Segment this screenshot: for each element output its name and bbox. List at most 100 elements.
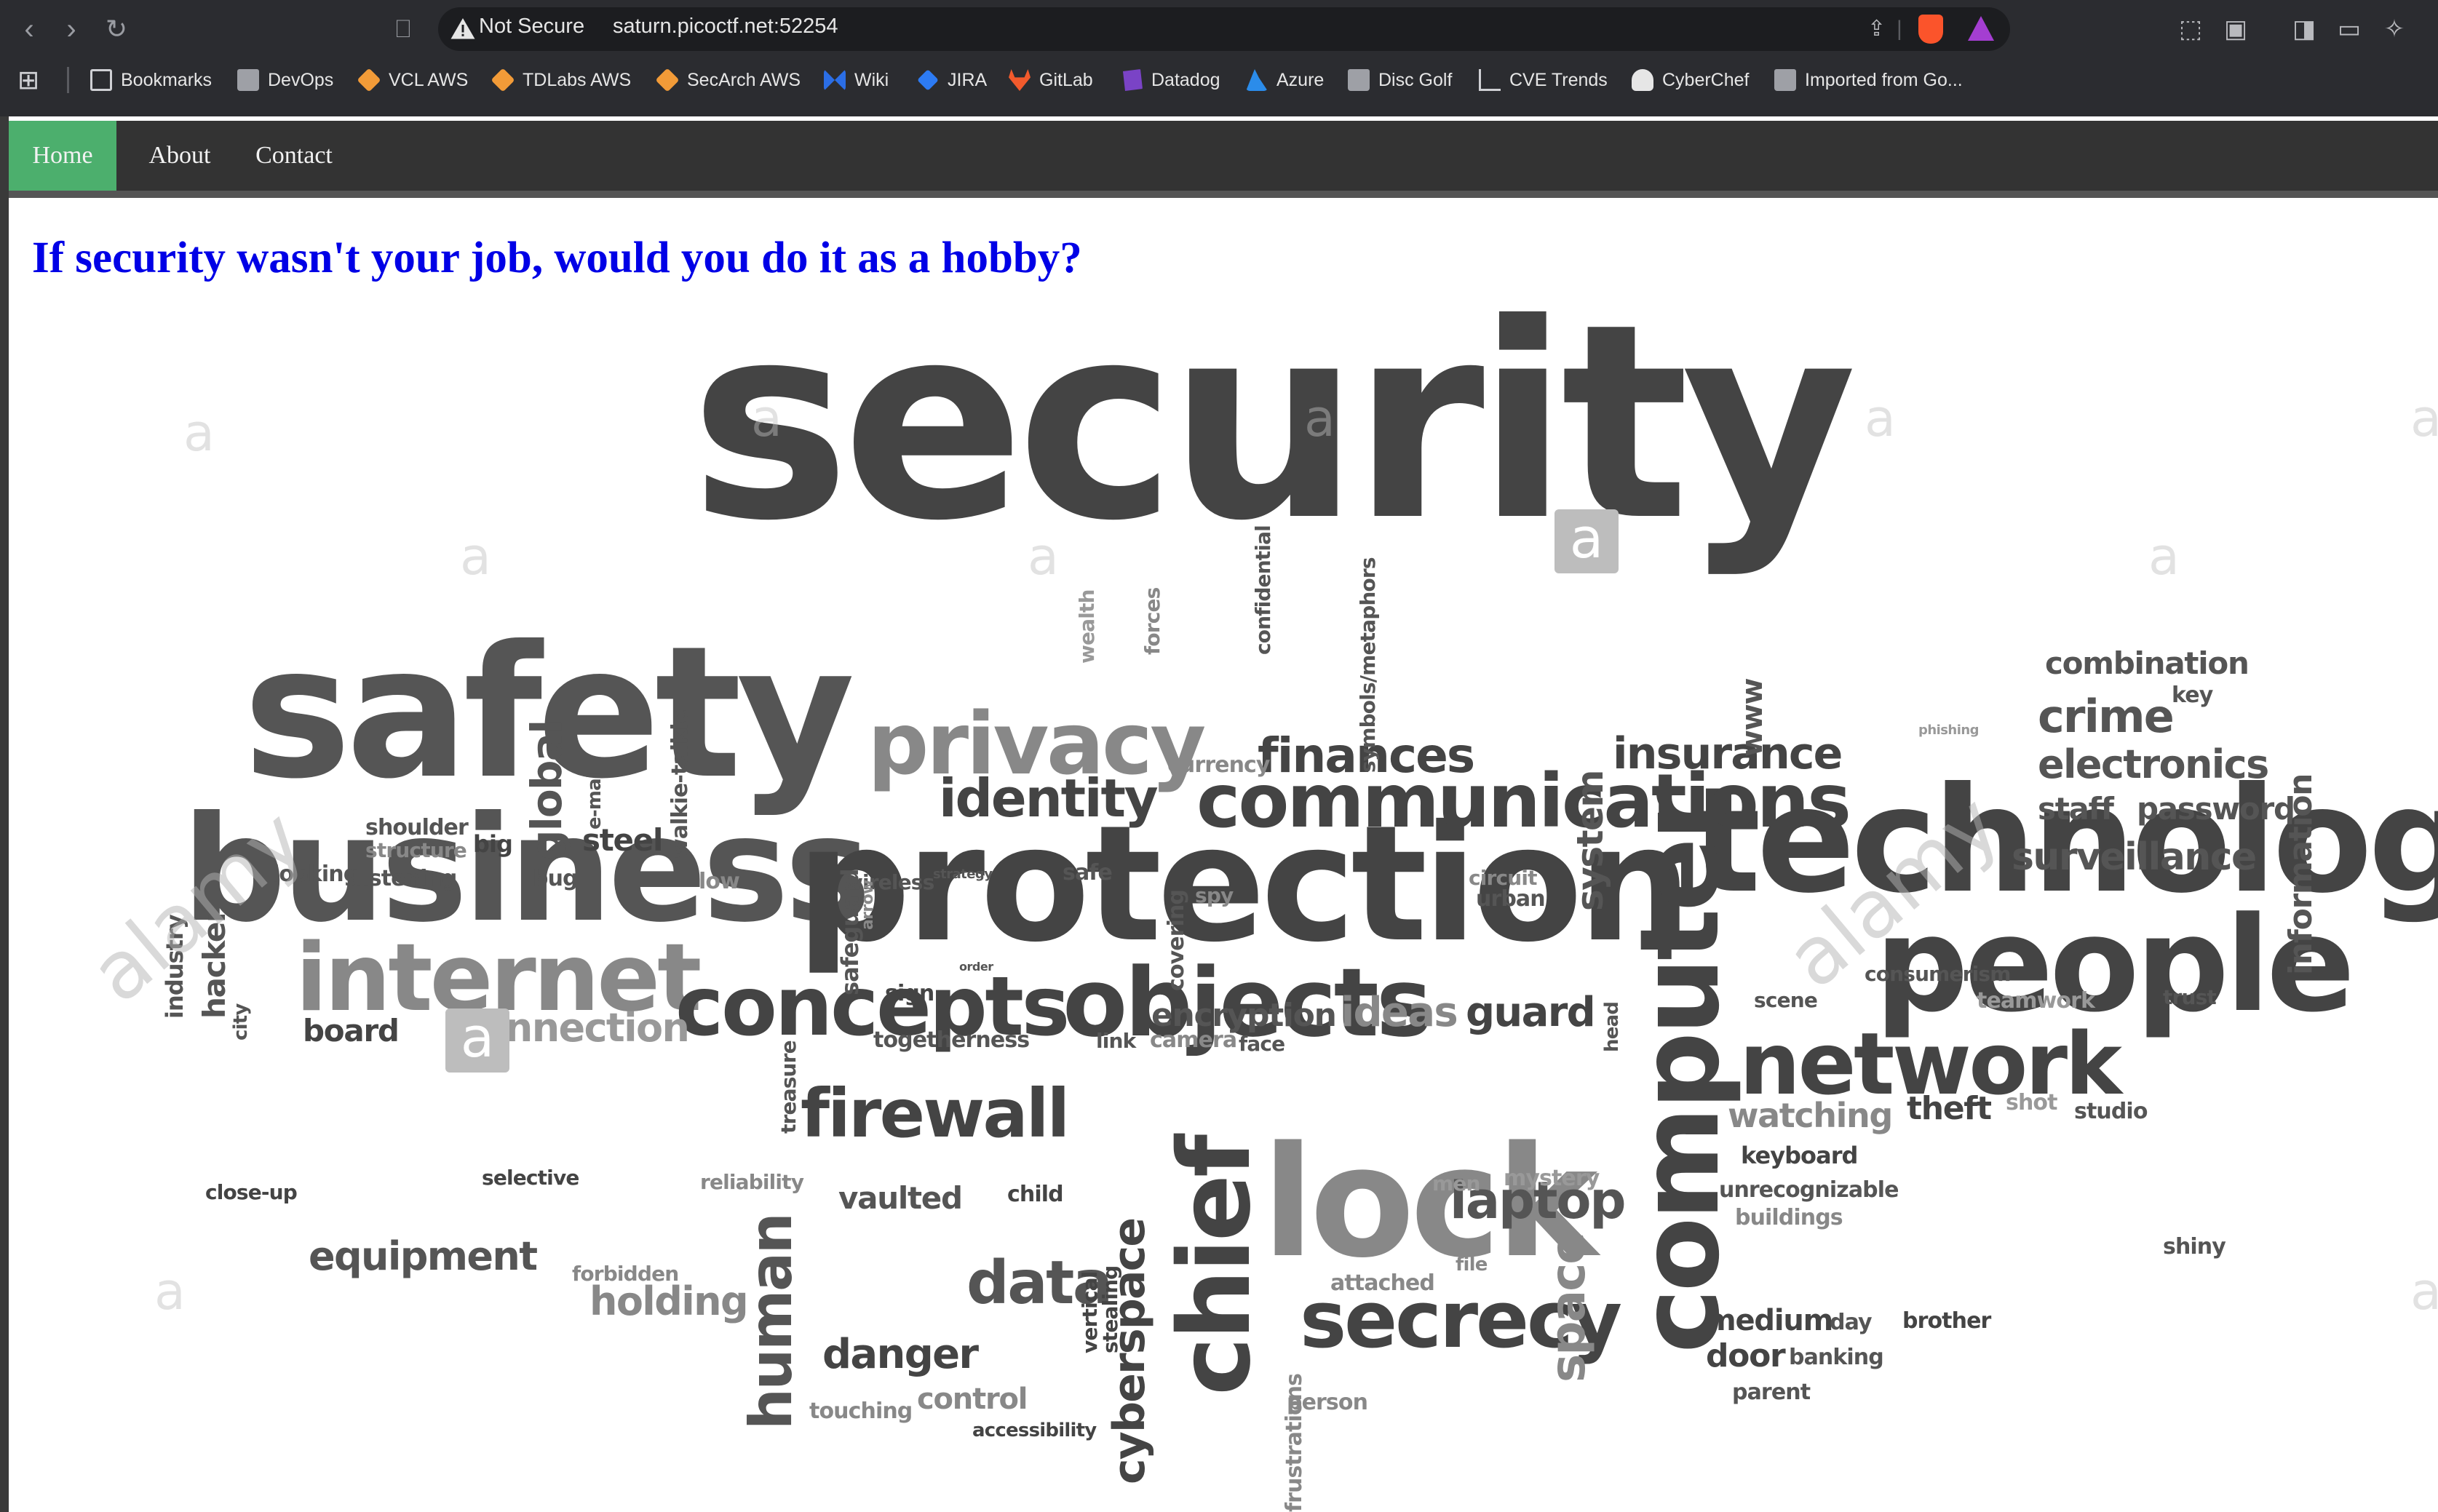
cloud-word: communications — [1196, 758, 1851, 845]
bookmark-wiki[interactable]: Wiki — [824, 64, 889, 96]
cloud-word: listening — [355, 866, 457, 892]
share-icon[interactable]: ⇪ — [1867, 17, 1886, 41]
folder-icon — [1348, 69, 1370, 91]
cloud-word: crime — [2038, 690, 2175, 744]
url-text[interactable]: saturn.picoctf.net:52254 — [613, 15, 838, 38]
cloud-word: camera — [1150, 1027, 1237, 1054]
cloud-word: low — [699, 869, 740, 895]
cloud-word: finances — [1258, 727, 1475, 784]
cloud-word: data — [966, 1248, 1113, 1318]
bookmark-page-icon[interactable]: ⎕ — [395, 15, 411, 43]
sidebar-icon[interactable]: ◨ — [2292, 15, 2316, 43]
cloud-word: scene — [1754, 988, 1818, 1013]
cloud-word: selective — [482, 1166, 579, 1190]
cloud-word: bug — [533, 866, 579, 892]
forward-icon[interactable]: › — [66, 13, 76, 45]
cloud-word: steel — [582, 821, 663, 858]
cloud-word: circuit — [1469, 866, 1537, 891]
cloud-word: big — [473, 829, 513, 858]
cloud-word: staff — [2038, 790, 2114, 827]
top-navigation: Home About Contact — [9, 121, 2438, 191]
bookmark-imported[interactable]: Imported from Go... — [1774, 64, 1963, 96]
reload-icon[interactable]: ↻ — [105, 14, 128, 44]
cloud-word: shoulder — [365, 815, 469, 841]
cloud-word: protection — [796, 790, 1692, 977]
cloud-word: reliability — [700, 1170, 804, 1195]
page-headline: If security wasn't your job, would you d… — [32, 234, 1082, 282]
nav-contact[interactable]: Contact — [255, 142, 333, 169]
cloud-word: control — [917, 1382, 1028, 1417]
cloud-word: structure — [365, 838, 467, 863]
watermark-letter: a — [2148, 527, 2180, 586]
bookmark-gitlab[interactable]: GitLab — [1009, 64, 1093, 96]
cloud-word: human — [737, 1214, 805, 1430]
cloud-word: network — [1739, 1014, 2122, 1115]
apps-grid-icon[interactable]: ⊞ — [17, 65, 40, 95]
cloud-word: holding — [589, 1278, 749, 1324]
reader-icon[interactable]: ▣ — [2223, 15, 2248, 43]
cloud-word: child — [1007, 1182, 1064, 1208]
cloud-word: combination — [2045, 645, 2250, 681]
cloud-word: surveillance — [2012, 835, 2257, 880]
cloud-word: currency — [1167, 752, 1270, 779]
brave-shields-icon[interactable] — [1918, 15, 1943, 44]
cloud-word: wealth — [1075, 589, 1099, 664]
bookmark-jira[interactable]: JIRA — [917, 64, 987, 96]
warning-icon — [450, 18, 475, 39]
nav-about[interactable]: About — [148, 142, 211, 169]
brave-rewards-icon[interactable] — [1968, 16, 1994, 41]
bookmark-devops[interactable]: DevOps — [237, 64, 333, 96]
security-word-cloud-image: security safety business protection technolo… — [9, 116, 2438, 1512]
cloud-word: unrecognizable — [1719, 1177, 1899, 1203]
cloud-word: buildings — [1735, 1205, 1843, 1231]
nav-home[interactable]: Home — [9, 121, 116, 191]
cloud-word: concepts — [675, 960, 1070, 1055]
cloud-word: safe — [1063, 860, 1113, 886]
cloud-word: spy — [1195, 883, 1234, 908]
gitlab-icon — [1009, 69, 1031, 91]
leo-ai-icon[interactable]: ✧ — [2383, 15, 2405, 43]
bookmark-cyberchef[interactable]: CyberChef — [1632, 64, 1750, 96]
bookmark-datadog[interactable]: Datadog — [1121, 64, 1220, 96]
bookmark-cve-trends[interactable]: CVE Trends — [1479, 64, 1608, 96]
watermark-letter: a — [1304, 389, 1335, 448]
cloud-word: security — [690, 266, 1857, 580]
watermark-letter: a — [2410, 1266, 2438, 1317]
bookmark-disc-golf[interactable]: Disc Golf — [1348, 64, 1452, 96]
aws-box-icon — [655, 68, 680, 92]
cloud-word: strategy — [933, 867, 993, 883]
address-bar[interactable] — [438, 7, 2010, 51]
extensions-icon[interactable]: ⬚ — [2178, 15, 2203, 43]
bookmark-azure[interactable]: Azure — [1246, 64, 1324, 96]
cloud-word: vertical — [1078, 1271, 1102, 1353]
folder-icon — [237, 69, 259, 91]
watermark-letter: a — [154, 1262, 186, 1321]
url-divider: | — [1897, 17, 1902, 41]
cloud-word: medium — [1706, 1304, 1833, 1338]
cloud-word: accessibility — [972, 1419, 1097, 1441]
cloud-word: safety — [243, 607, 855, 819]
bookmark-vcl-aws[interactable]: VCL AWS — [357, 64, 468, 96]
cloud-word: studio — [2074, 1099, 2148, 1125]
cloud-word: day — [1830, 1310, 1873, 1336]
browser-chrome: ‹ › ↻ ⎕ Not Secure saturn.picoctf.net:52… — [0, 0, 2438, 116]
azure-icon — [1246, 69, 1268, 91]
wallet-icon[interactable]: ▭ — [2337, 15, 2362, 43]
cloud-word: e-mail — [584, 766, 605, 829]
cloud-word: walkie-talkie — [667, 709, 693, 859]
bookmark-tdlabs-aws[interactable]: TDLabs AWS — [491, 64, 631, 96]
confluence-icon — [824, 69, 846, 91]
bookmark-secarch-aws[interactable]: SecArch AWS — [655, 64, 801, 96]
back-icon[interactable]: ‹ — [24, 13, 34, 45]
bookmark-bookmarks[interactable]: Bookmarks — [90, 64, 212, 96]
security-status[interactable]: Not Secure — [479, 15, 585, 38]
cloud-word: link — [1096, 1029, 1136, 1054]
watermark-letter: a — [1865, 389, 1896, 448]
cloud-word: key — [2172, 683, 2213, 709]
aws-box-icon — [491, 68, 515, 92]
cloud-word: frustrations — [1282, 1373, 1307, 1512]
cloud-word: shiny — [2163, 1234, 2226, 1260]
cloud-word: file — [1456, 1253, 1488, 1276]
bookmark-icon — [90, 69, 112, 91]
cloud-word: vaulted — [838, 1179, 963, 1216]
